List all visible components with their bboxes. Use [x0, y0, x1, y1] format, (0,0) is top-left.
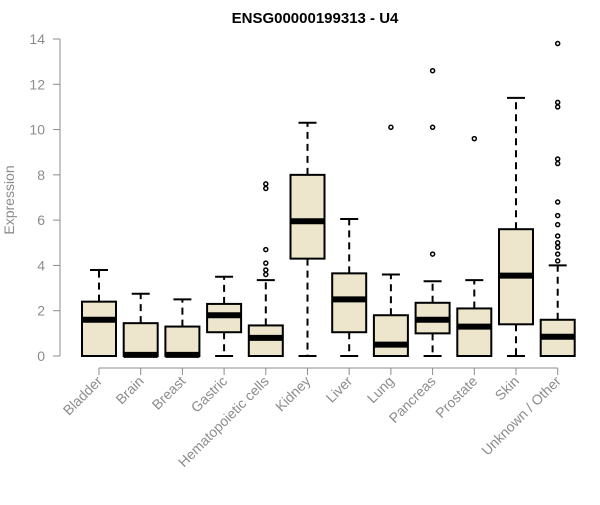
outlier-point	[554, 221, 561, 228]
outlier-point	[263, 181, 269, 187]
plot-area	[81, 40, 576, 358]
box-group	[164, 298, 201, 358]
x-tick-label: Lung	[364, 373, 397, 406]
box-group	[331, 218, 368, 357]
y-tick-label: 0	[37, 348, 45, 364]
x-tick-label: Liver	[323, 373, 356, 406]
box-group	[289, 121, 326, 357]
y-tick-label: 10	[29, 122, 45, 138]
outlier-point	[554, 104, 561, 110]
box-group	[372, 124, 409, 357]
chart-title: ENSG00000199313 - U4	[232, 10, 399, 27]
box	[331, 272, 368, 334]
box-group	[206, 275, 243, 357]
box	[289, 173, 326, 260]
x-tick-label: Kidney	[272, 373, 314, 415]
outlier-point	[554, 212, 561, 219]
outlier-point	[471, 135, 478, 142]
x-tick-label: Breast	[149, 373, 189, 413]
box	[456, 307, 493, 358]
box-group	[456, 135, 493, 358]
outlier-point	[554, 160, 561, 167]
box	[122, 322, 159, 357]
outlier-point	[263, 267, 269, 273]
box-group	[247, 181, 284, 357]
x-tick-label: Skin	[492, 373, 523, 404]
y-tick-label: 2	[37, 303, 45, 319]
x-tick-label: Unknown / Other	[478, 373, 564, 459]
outlier-point	[554, 240, 561, 246]
outlier-point	[429, 251, 436, 257]
outlier-point	[554, 156, 561, 162]
y-tick-label: 14	[29, 31, 45, 47]
outlier-point	[429, 67, 436, 74]
outlier-point	[554, 244, 561, 251]
y-tick-label: 6	[37, 212, 45, 228]
outlier-point	[554, 99, 561, 106]
box-group	[414, 67, 451, 357]
box-group	[122, 292, 159, 358]
y-tick-label: 4	[37, 257, 45, 273]
outlier-point	[429, 124, 436, 131]
outlier-point	[263, 271, 269, 278]
x-tick-label: Brain	[112, 373, 146, 407]
box-group	[81, 268, 117, 357]
y-tick-label: 8	[37, 167, 45, 183]
box	[81, 300, 117, 357]
x-tick-label: Bladder	[60, 373, 106, 419]
x-tick-label: Prostate	[432, 373, 480, 421]
box	[372, 314, 409, 357]
outlier-point	[554, 258, 561, 264]
outlier-point	[388, 124, 394, 131]
box	[164, 325, 201, 358]
box-group	[539, 40, 576, 357]
outlier-point	[554, 233, 561, 239]
outlier-point	[554, 40, 561, 47]
outlier-point	[554, 199, 561, 205]
box-group	[498, 96, 534, 357]
outlier-point	[554, 251, 561, 257]
outlier-point	[263, 260, 269, 266]
y-tick-label: 12	[29, 76, 45, 92]
outlier-point	[263, 185, 269, 192]
y-axis-label: Expression	[1, 165, 17, 234]
outlier-point	[263, 246, 269, 253]
